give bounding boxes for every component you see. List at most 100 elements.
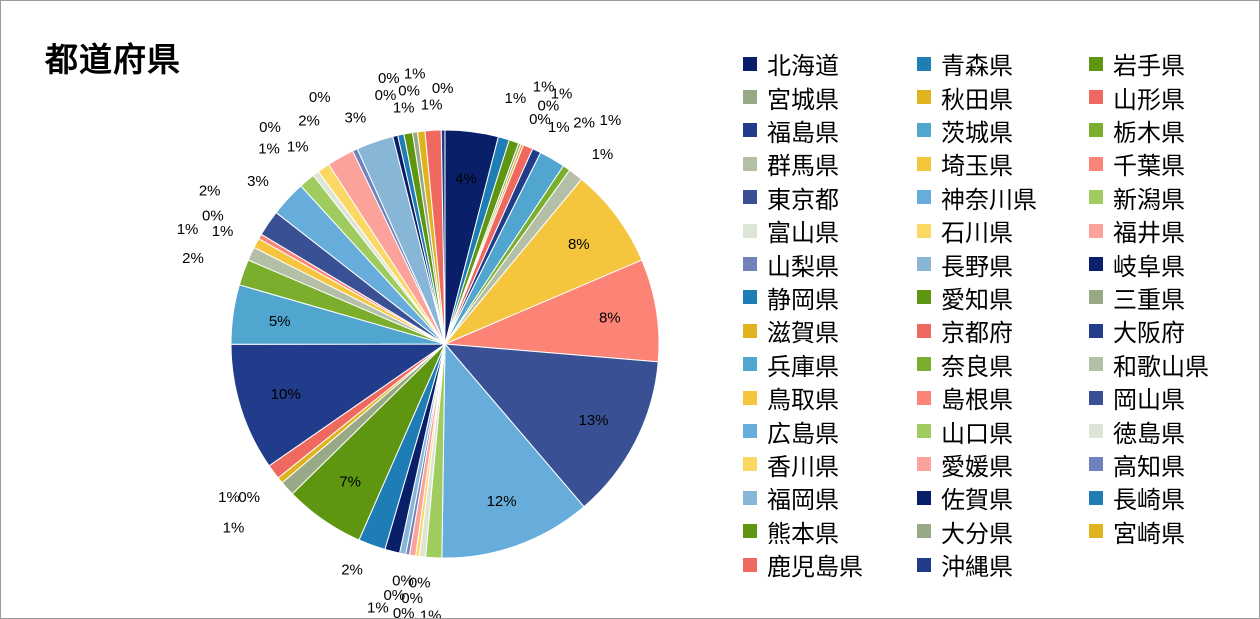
legend-label: 新潟県 xyxy=(1113,185,1185,214)
data-label: 3% xyxy=(345,109,367,126)
legend-item: 東京都 xyxy=(743,181,917,214)
legend-swatch xyxy=(743,56,757,71)
legend-swatch xyxy=(1089,223,1103,238)
data-label: 1% xyxy=(548,119,570,136)
legend-label: 佐賀県 xyxy=(941,486,1013,515)
legend-label: 京都府 xyxy=(941,319,1013,348)
legend-swatch xyxy=(1089,90,1103,105)
legend-item: 沖縄県 xyxy=(917,548,1089,581)
data-label: 1% xyxy=(223,520,245,537)
data-label: 1% xyxy=(533,79,555,96)
legend-item: 兵庫県 xyxy=(743,348,917,381)
legend-label: 宮崎県 xyxy=(1113,519,1185,548)
legend-item: 神奈川県 xyxy=(917,181,1089,214)
legend-swatch xyxy=(743,423,757,438)
data-label: 0% xyxy=(238,489,260,506)
data-label: 1% xyxy=(367,600,389,617)
pie-slice xyxy=(444,178,643,345)
pie-slice xyxy=(230,343,447,467)
data-label: 0% xyxy=(309,89,331,106)
legend-item: 香川県 xyxy=(743,448,917,481)
legend-item: 鳥取県 xyxy=(743,381,917,414)
legend-label: 千葉県 xyxy=(1113,152,1185,181)
data-label: 4% xyxy=(455,170,477,187)
legend-item: 秋田県 xyxy=(917,80,1089,114)
legend-label: 徳島県 xyxy=(1113,419,1185,448)
data-label: 2% xyxy=(341,562,363,579)
legend-swatch xyxy=(743,357,757,372)
legend-label: 和歌山県 xyxy=(1113,352,1209,381)
legend-item: 宮崎県 xyxy=(1089,514,1249,548)
legend-item: 奈良県 xyxy=(917,348,1089,381)
data-label: 5% xyxy=(269,313,291,330)
legend-item: 福岡県 xyxy=(743,481,917,514)
data-label: 0% xyxy=(383,587,405,604)
legend-swatch xyxy=(1089,357,1103,372)
data-label: 1% xyxy=(177,221,199,238)
data-label: 1% xyxy=(404,66,426,83)
legend-item: 埼玉県 xyxy=(917,147,1089,180)
legend-swatch xyxy=(917,56,931,71)
legend-label: 熊本県 xyxy=(767,519,839,548)
legend-label: 福島県 xyxy=(767,118,839,147)
data-label: 2% xyxy=(573,115,595,132)
legend-label: 広島県 xyxy=(767,419,839,448)
legend-swatch xyxy=(743,390,757,405)
legend-item: 高知県 xyxy=(1089,448,1249,481)
legend-label: 栃木県 xyxy=(1113,118,1185,147)
data-label: 0% xyxy=(409,575,431,592)
legend-item: 熊本県 xyxy=(743,514,917,548)
legend-swatch xyxy=(1089,457,1103,472)
legend-label: 沖縄県 xyxy=(941,553,1013,582)
legend-item: 大阪府 xyxy=(1089,314,1249,347)
legend-swatch xyxy=(1089,524,1103,539)
legend-swatch xyxy=(743,123,757,138)
legend-item: 三重県 xyxy=(1089,281,1249,314)
legend-item: 山梨県 xyxy=(743,247,917,281)
data-label: 1% xyxy=(592,146,614,163)
legend-swatch xyxy=(743,457,757,472)
data-label: 2% xyxy=(182,250,204,267)
legend-label: 福井県 xyxy=(1113,219,1185,248)
legend-swatch xyxy=(917,156,931,171)
data-label: 0% xyxy=(401,590,423,607)
legend-item: 山口県 xyxy=(917,414,1089,448)
legend-label: 大阪府 xyxy=(1113,319,1185,348)
legend-swatch xyxy=(917,390,931,405)
data-label: 8% xyxy=(599,309,621,326)
data-label: 1% xyxy=(600,112,622,129)
legend-item: 岐阜県 xyxy=(1089,247,1249,281)
data-label: 0% xyxy=(378,70,400,87)
legend-swatch xyxy=(917,290,931,305)
legend-label: 奈良県 xyxy=(941,352,1013,381)
data-label: 10% xyxy=(271,386,301,403)
legend-item: 佐賀県 xyxy=(917,481,1089,514)
legend-item: 鹿児島県 xyxy=(743,548,917,581)
legend-item: 静岡県 xyxy=(743,281,917,314)
legend-swatch xyxy=(1089,423,1103,438)
pie-slice xyxy=(444,259,660,363)
legend-swatch xyxy=(917,257,931,272)
data-label: 13% xyxy=(578,412,608,429)
chart-title: 都道府県 xyxy=(45,40,181,79)
data-label: 1% xyxy=(287,139,309,156)
legend-item: 長崎県 xyxy=(1089,481,1249,514)
legend-swatch xyxy=(743,490,757,505)
legend-label: 山形県 xyxy=(1113,85,1185,114)
data-label: 1% xyxy=(421,96,443,113)
pie-slice xyxy=(443,343,659,508)
legend-swatch xyxy=(1089,56,1103,71)
legend-label: 東京都 xyxy=(767,185,839,214)
legend-item: 京都府 xyxy=(917,314,1089,347)
legend-item: 茨城県 xyxy=(917,114,1089,147)
legend-swatch xyxy=(1089,156,1103,171)
legend-swatch xyxy=(1089,257,1103,272)
legend-item: 岡山県 xyxy=(1089,381,1249,414)
legend-label: 高知県 xyxy=(1113,452,1185,481)
legend-swatch xyxy=(917,223,931,238)
legend-swatch xyxy=(917,190,931,205)
legend-label: 神奈川県 xyxy=(941,185,1037,214)
legend-label: 茨城県 xyxy=(941,118,1013,147)
legend-swatch xyxy=(917,323,931,338)
legend-label: 岩手県 xyxy=(1113,52,1185,81)
